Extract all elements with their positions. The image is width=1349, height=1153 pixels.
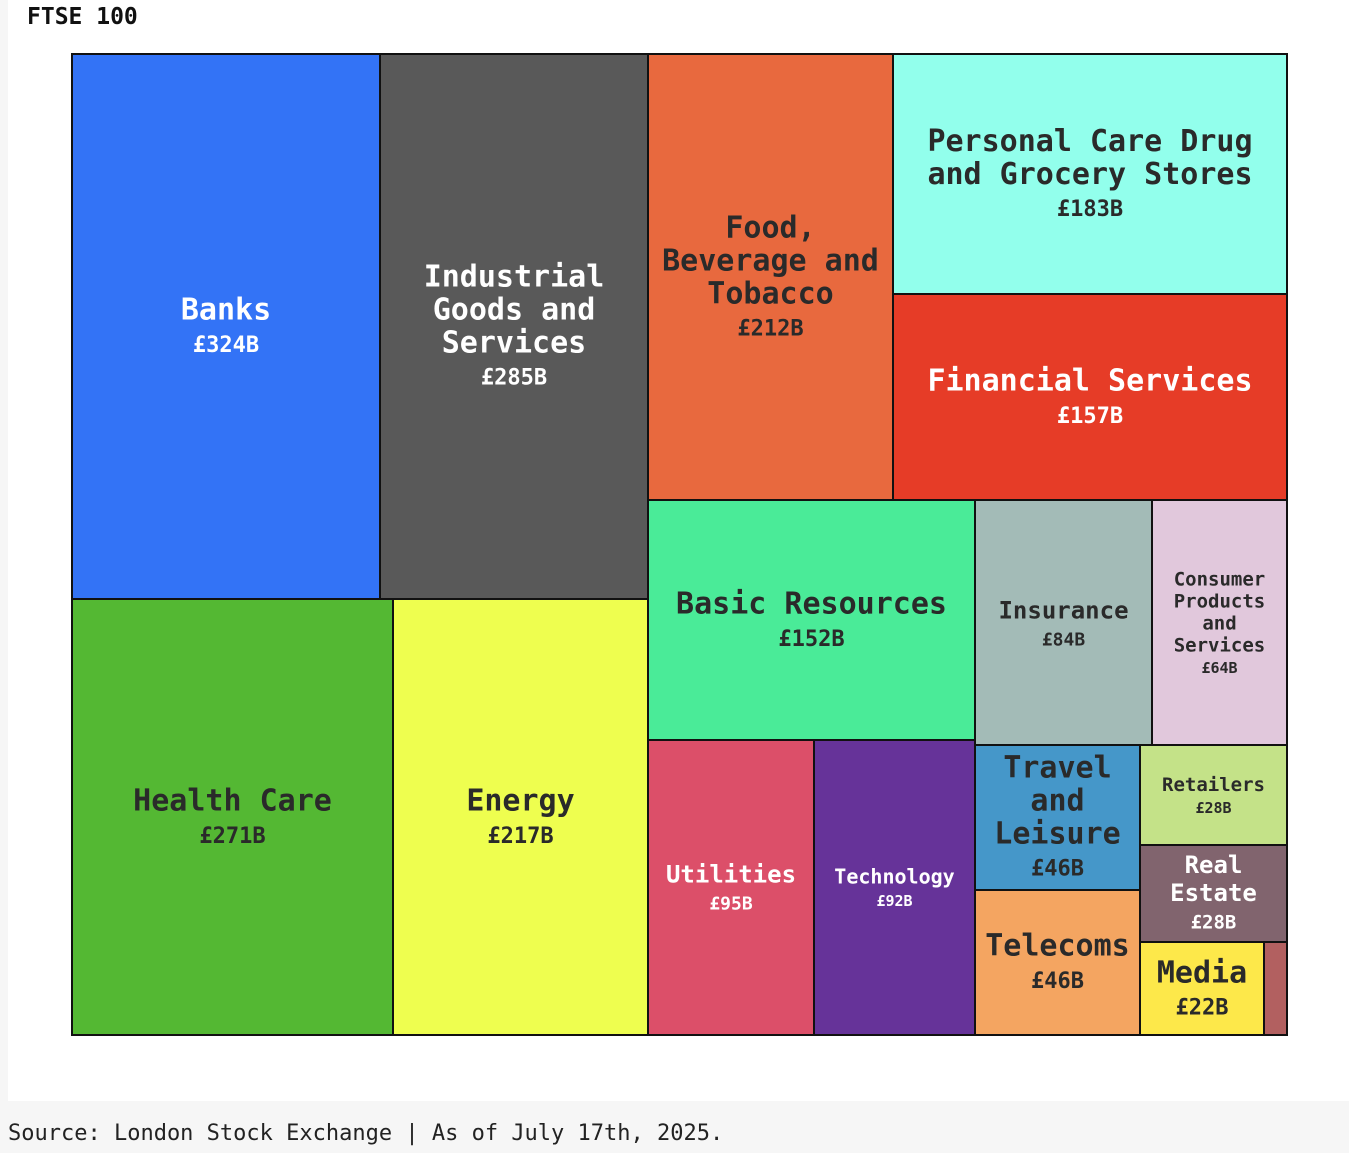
tile-label-food-beverage-and-tobacco: Food, Beverage and Tobacco (662, 210, 879, 311)
tile-travel-and-leisure[interactable] (974, 744, 1141, 891)
tile-insurance[interactable] (974, 499, 1153, 746)
tile-value-media: £22B (1176, 995, 1229, 1020)
tile-value-telecoms: £46B (1031, 969, 1084, 994)
tile-retailers[interactable] (1139, 744, 1288, 846)
tile-value-industrial-goods-and-services: £285B (481, 365, 547, 390)
tile-label-media: Media (1157, 955, 1247, 990)
tile-energy[interactable] (392, 598, 649, 1036)
tile-value-food-beverage-and-tobacco: £212B (737, 316, 803, 341)
tile-value-retailers: £28B (1195, 799, 1231, 817)
tile-label-technology: Technology (834, 864, 954, 888)
tile-value-insurance: £84B (1042, 629, 1086, 650)
tile-personal-care-drug-and-grocery-stores[interactable] (892, 53, 1288, 295)
tile-utilities[interactable] (647, 739, 815, 1036)
tile-unlabeled[interactable] (1263, 941, 1288, 1036)
tile-value-basic-resources: £152B (778, 627, 844, 652)
tile-value-banks: £324B (193, 333, 259, 358)
tile-label-retailers: Retailers (1162, 774, 1265, 796)
tile-value-health-care: £271B (199, 824, 265, 849)
tile-value-consumer-products-and-services: £64B (1201, 659, 1237, 677)
tile-food-beverage-and-tobacco[interactable] (647, 53, 894, 501)
tile-value-personal-care-drug-and-grocery-stores: £183B (1057, 197, 1123, 222)
tile-value-technology: £92B (876, 892, 912, 910)
chart-title: FTSE 100 (27, 4, 138, 30)
tile-value-energy: £217B (487, 824, 553, 849)
tile-consumer-products-and-services[interactable] (1151, 499, 1288, 746)
tile-value-travel-and-leisure: £46B (1031, 856, 1084, 881)
tile-label-utilities: Utilities (666, 860, 796, 888)
tile-label-personal-care-drug-and-grocery-stores: Personal Care Drug and Grocery Stores (927, 124, 1252, 192)
tile-label-financial-services: Financial Services (927, 364, 1252, 399)
tile-label-energy: Energy (466, 784, 574, 819)
tile-label-travel-and-leisure: Travel and Leisure (994, 750, 1120, 851)
tile-label-telecoms: Telecoms (985, 929, 1130, 964)
tile-telecoms[interactable] (974, 889, 1141, 1036)
tile-banks[interactable] (71, 53, 381, 600)
tile-real-estate[interactable] (1139, 844, 1288, 943)
tile-label-consumer-products-and-services: Consumer Products and Services (1174, 568, 1266, 656)
tile-label-industrial-goods-and-services: Industrial Goods and Services (424, 259, 605, 360)
tile-value-real-estate: £28B (1191, 912, 1237, 934)
tile-value-financial-services: £157B (1057, 404, 1123, 429)
tile-label-banks: Banks (181, 293, 271, 328)
tile-technology[interactable] (813, 739, 976, 1036)
tile-health-care[interactable] (71, 598, 394, 1036)
tile-label-basic-resources: Basic Resources (676, 587, 947, 622)
tile-label-health-care: Health Care (133, 784, 332, 819)
source-note: Source: London Stock Exchange | As of Ju… (8, 1121, 724, 1146)
tile-value-utilities: £95B (709, 893, 753, 914)
tile-label-insurance: Insurance (998, 596, 1128, 624)
tile-basic-resources[interactable] (647, 499, 976, 741)
tile-financial-services[interactable] (892, 293, 1288, 501)
tile-label-real-estate: Real Estate (1170, 851, 1257, 907)
